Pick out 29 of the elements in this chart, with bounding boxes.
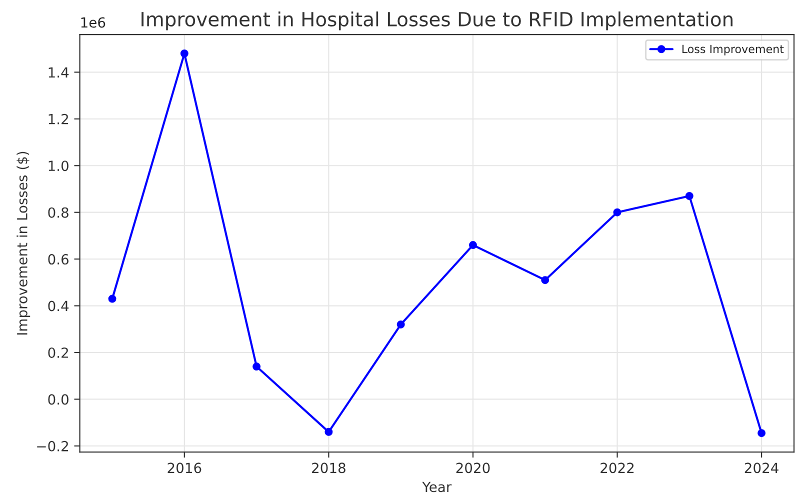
point [180, 50, 188, 58]
legend-label: Loss Improvement [682, 44, 784, 56]
point [541, 276, 550, 284]
point [324, 428, 333, 436]
y-tick-label: −0.2 [37, 440, 68, 452]
x-tick-label: 2024 [744, 462, 778, 474]
x-tick-label: 2022 [600, 462, 634, 474]
y-tick-label: 0.0 [48, 394, 68, 405]
y-tick-label: 0.2 [48, 347, 68, 358]
x-tick-label: 2020 [456, 462, 490, 474]
y-tick-label: 0.4 [48, 300, 69, 312]
x-tick-label: 2016 [168, 462, 202, 474]
text: 1e6 [81, 17, 106, 28]
x-axis-title: Year [422, 482, 452, 492]
point [685, 192, 694, 200]
y-axis-title: Improvement in Losses ($) [16, 152, 30, 335]
point [758, 429, 766, 438]
point [468, 241, 477, 250]
y-tick-label: 0.8 [48, 207, 68, 218]
x-tick-label: 2018 [312, 462, 346, 474]
chart-title: Improvement in Hospital Losses Due to RFID Implementation [142, 11, 732, 30]
y-tick-label: 0.6 [48, 254, 69, 265]
point [396, 320, 405, 328]
y-tick-label: 1.2 [48, 114, 68, 124]
point [613, 208, 622, 216]
point [252, 362, 261, 371]
y-tick-label: 1.0 [48, 160, 68, 172]
point [108, 294, 116, 303]
y-tick-label: 1.4 [48, 67, 69, 78]
